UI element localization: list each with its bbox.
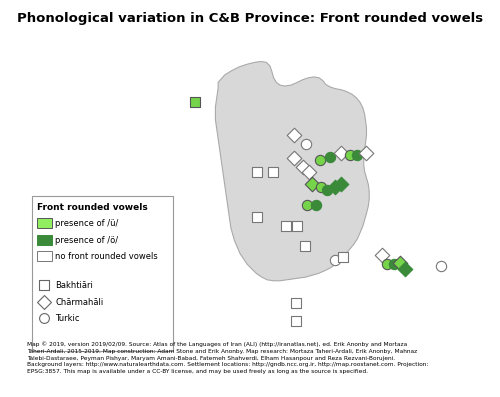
Point xyxy=(437,263,445,270)
Point xyxy=(362,150,370,156)
Text: presence of /ü/: presence of /ü/ xyxy=(56,220,118,228)
Text: Chārmahāli: Chārmahāli xyxy=(56,298,104,306)
Text: Bakhtiāri: Bakhtiāri xyxy=(56,281,93,290)
Point xyxy=(300,243,308,249)
Point xyxy=(317,184,325,190)
Text: no front rounded vowels: no front rounded vowels xyxy=(56,252,158,261)
Point xyxy=(40,282,48,289)
Point xyxy=(192,99,200,106)
Point xyxy=(292,318,300,324)
Point xyxy=(354,152,362,158)
Text: Front rounded vowels: Front rounded vowels xyxy=(37,204,148,212)
Point xyxy=(254,168,262,175)
Point xyxy=(294,223,302,229)
Point xyxy=(326,154,334,160)
Point xyxy=(302,141,310,147)
Title: Phonological variation in C&B Province: Front rounded vowels: Phonological variation in C&B Province: … xyxy=(17,12,483,25)
Bar xyxy=(37,235,52,245)
FancyBboxPatch shape xyxy=(32,196,172,351)
Point xyxy=(324,187,332,193)
Point xyxy=(308,181,316,187)
Point xyxy=(254,214,262,220)
Point xyxy=(396,259,404,266)
Point xyxy=(400,266,408,272)
Point xyxy=(346,152,354,158)
Point xyxy=(337,150,345,156)
Text: Map © 2019, version 2019/02/09. Source: Atlas of the Languages of Iran (ALI) (ht: Map © 2019, version 2019/02/09. Source: … xyxy=(27,342,428,374)
Point xyxy=(316,156,324,163)
Point xyxy=(40,315,48,321)
Point xyxy=(269,168,277,175)
Text: presence of /ö/: presence of /ö/ xyxy=(56,236,118,245)
Point xyxy=(282,223,290,229)
Point xyxy=(312,202,320,208)
Point xyxy=(390,261,398,268)
Point xyxy=(304,202,312,208)
Point xyxy=(339,254,347,260)
Point xyxy=(305,168,313,175)
Point xyxy=(330,257,338,263)
Bar xyxy=(37,218,52,228)
Polygon shape xyxy=(216,62,369,281)
Bar xyxy=(37,251,52,261)
Point xyxy=(40,299,48,305)
Point xyxy=(378,252,386,258)
Point xyxy=(292,299,300,306)
Point xyxy=(337,181,345,187)
Point xyxy=(382,261,390,268)
Point xyxy=(290,155,298,161)
Point xyxy=(330,184,338,190)
Text: Turkic: Turkic xyxy=(56,314,80,323)
Point xyxy=(290,132,298,138)
Point xyxy=(299,164,307,170)
